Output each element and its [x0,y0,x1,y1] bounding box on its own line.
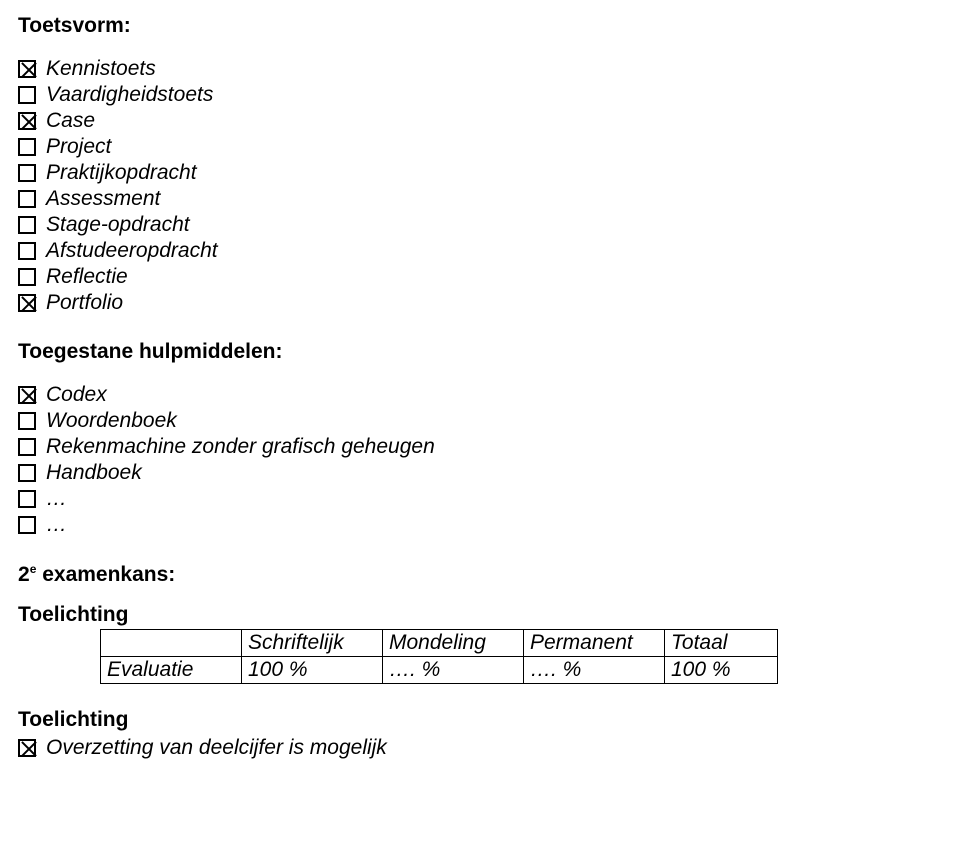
checklist-label: Rekenmachine zonder grafisch geheugen [46,435,435,459]
checklist-label: … [46,513,67,537]
checklist-item: Reflectie [18,264,942,290]
checklist-item: Woordenboek [18,408,942,434]
checklist-label: Project [46,135,111,159]
checkbox-icon [18,438,36,456]
checklist-item: Kennistoets [18,56,942,82]
checklist-item: Stage-opdracht [18,212,942,238]
eval-table: Schriftelijk Mondeling Permanent Totaal … [100,629,778,684]
checklist-label: Reflectie [46,265,128,289]
checklist-item: … [18,486,942,512]
checklist-item: Handboek [18,460,942,486]
checklist-label: Handboek [46,461,142,485]
checkbox-icon [18,490,36,508]
checkbox-icon [18,242,36,260]
eval-table-wrap: Schriftelijk Mondeling Permanent Totaal … [100,629,942,684]
checkbox-icon [18,516,36,534]
toelichting2-item: Overzetting van deelcijfer is mogelijk [18,736,942,760]
checkbox-icon [18,86,36,104]
checklist-label: Case [46,109,95,133]
checklist-item: Praktijkopdracht [18,160,942,186]
eval-cell-permanent: …. % [524,657,665,684]
checklist-label: Kennistoets [46,57,156,81]
checkbox-icon [18,739,36,757]
checklist-item: Codex [18,382,942,408]
checkbox-icon [18,464,36,482]
checkbox-icon [18,112,36,130]
hulpmiddelen-list: Codex Woordenboek Rekenmachine zonder gr… [18,382,942,538]
eval-header-mondeling: Mondeling [383,630,524,657]
checklist-item: Project [18,134,942,160]
eval-header-row: Schriftelijk Mondeling Permanent Totaal [101,630,778,657]
checkbox-icon [18,60,36,78]
eval-data-row: Evaluatie 100 % …. % …. % 100 % [101,657,778,684]
checklist-label: Woordenboek [46,409,177,433]
toelichting1-heading: Toelichting [18,603,942,627]
eval-header-permanent: Permanent [524,630,665,657]
checkbox-icon [18,386,36,404]
checklist-label: Vaardigheidstoets [46,83,213,107]
checkbox-icon [18,294,36,312]
checklist-item: Rekenmachine zonder grafisch geheugen [18,434,942,460]
eval-cell-mondeling: …. % [383,657,524,684]
toelichting2-label: Overzetting van deelcijfer is mogelijk [46,736,387,760]
examenkans-prefix: 2 [18,563,30,586]
checkbox-icon [18,164,36,182]
checkbox-icon [18,268,36,286]
eval-cell-totaal: 100 % [665,657,778,684]
checklist-item: Case [18,108,942,134]
checkbox-icon [18,138,36,156]
toetsvorm-list: Kennistoets Vaardigheidstoets Case Proje… [18,56,942,316]
checklist-item: … [18,512,942,538]
eval-header-schriftelijk: Schriftelijk [242,630,383,657]
checklist-label: … [46,487,67,511]
checklist-label: Afstudeeropdracht [46,239,218,263]
examenkans-suffix: examenkans: [36,563,175,586]
eval-row-label: Evaluatie [101,657,242,684]
hulpmiddelen-heading: Toegestane hulpmiddelen: [18,340,942,364]
checklist-label: Portfolio [46,291,123,315]
toelichting2-heading: Toelichting [18,708,942,732]
toetsvorm-heading: Toetsvorm: [18,14,942,38]
checklist-label: Praktijkopdracht [46,161,197,185]
checkbox-icon [18,190,36,208]
checklist-label: Assessment [46,187,160,211]
checklist-item: Portfolio [18,290,942,316]
checklist-label: Stage-opdracht [46,213,190,237]
checklist-label: Codex [46,383,107,407]
checklist-item: Vaardigheidstoets [18,82,942,108]
checklist-item: Assessment [18,186,942,212]
eval-header-totaal: Totaal [665,630,778,657]
eval-header-empty [101,630,242,657]
checklist-item: Afstudeeropdracht [18,238,942,264]
eval-cell-schriftelijk: 100 % [242,657,383,684]
checkbox-icon [18,216,36,234]
checkbox-icon [18,412,36,430]
examenkans-heading: 2e examenkans: [18,562,942,587]
